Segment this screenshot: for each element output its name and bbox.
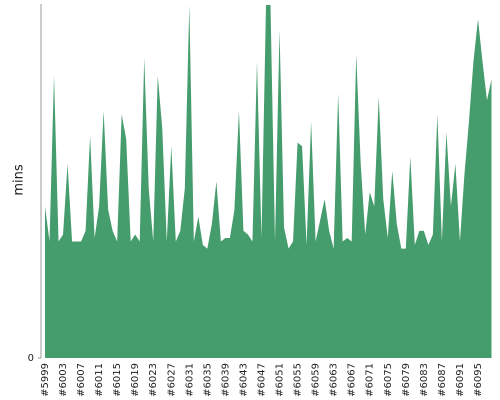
x-tick-label: #6059: [311, 363, 322, 397]
x-tick-label: #6071: [365, 363, 376, 397]
area: [45, 5, 492, 358]
x-tick-label: #6019: [130, 363, 141, 397]
x-tick-label: #6035: [202, 363, 213, 397]
x-tick-label: #6011: [94, 363, 105, 397]
x-tick-label: #6015: [112, 363, 123, 397]
x-tick-label: #6091: [455, 363, 466, 397]
y-axis-title: mins: [12, 164, 27, 196]
x-tick-label: #6027: [166, 363, 177, 397]
x-tick-label: #6003: [58, 363, 69, 397]
x-tick-label: #6051: [275, 363, 286, 397]
x-tick-label: #6039: [220, 363, 231, 397]
x-tick-label: #6031: [184, 363, 195, 397]
x-tick-label: #6075: [383, 363, 394, 397]
x-tick-label: #5999: [40, 363, 51, 397]
x-tick-label: #6067: [347, 363, 358, 397]
x-tick-label: #6043: [238, 363, 249, 397]
x-tick-label: #6047: [256, 363, 267, 397]
x-tick-label: #6095: [473, 363, 484, 397]
x-tick-label: #6023: [148, 363, 159, 397]
x-tick-label: #6007: [76, 363, 87, 397]
y-tick-label: 0: [28, 353, 34, 364]
x-tick-label: #6083: [419, 363, 430, 397]
x-tick-label: #6055: [293, 363, 304, 397]
x-tick-label: #6079: [401, 363, 412, 397]
x-tick-label: #6087: [437, 363, 448, 397]
x-tick-label: #6063: [329, 363, 340, 397]
